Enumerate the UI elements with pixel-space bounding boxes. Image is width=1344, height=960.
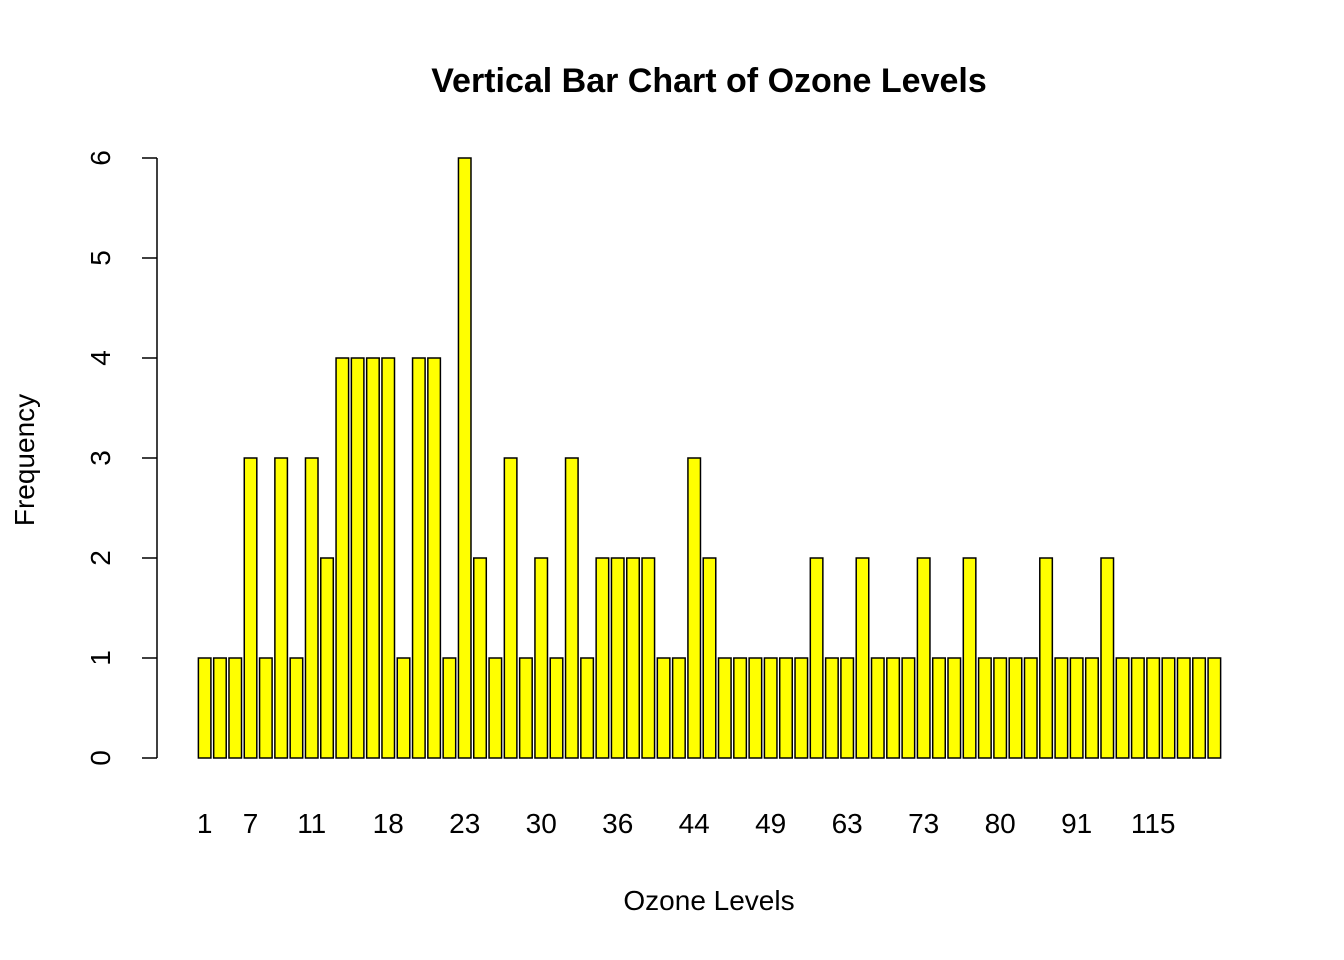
bar	[564, 457, 579, 759]
chart-title: Vertical Bar Chart of Ozone Levels	[431, 62, 987, 100]
y-tick-label: 6	[85, 150, 116, 166]
x-tick-label: 44	[679, 808, 710, 839]
bar	[197, 657, 212, 759]
bar	[748, 657, 763, 759]
x-tick-label: 115	[1131, 808, 1176, 839]
bar	[534, 557, 549, 759]
bar	[1192, 657, 1207, 759]
bar	[1207, 657, 1222, 759]
x-tick-label: 11	[297, 808, 326, 839]
x-tick-label: 80	[985, 808, 1016, 839]
y-tick-label: 1	[85, 650, 116, 666]
bar	[289, 657, 304, 759]
bar	[809, 557, 824, 759]
bar	[274, 457, 289, 759]
bar	[625, 557, 641, 759]
bar	[243, 457, 258, 759]
bar	[641, 557, 656, 759]
y-axis-label: Frequency	[9, 394, 40, 526]
bar	[518, 657, 533, 759]
x-tick-label: 49	[755, 808, 786, 839]
bar	[350, 357, 365, 759]
x-axis-label: Ozone Levels	[623, 885, 794, 916]
bar	[228, 657, 243, 759]
x-tick-labels: 1 7 11 18 23 30 36 44 49 63 73 80 91 115	[197, 808, 1176, 839]
bar	[335, 357, 350, 759]
bar	[610, 557, 625, 759]
bar	[1161, 657, 1176, 759]
bar	[993, 657, 1008, 759]
bar	[916, 557, 931, 759]
bar	[411, 357, 426, 759]
bar	[717, 657, 732, 759]
bar	[1176, 657, 1191, 759]
bar	[258, 657, 273, 759]
x-tick-label: 7	[243, 808, 259, 839]
bar	[320, 557, 335, 759]
x-tick-label: 30	[526, 808, 557, 839]
bar	[886, 657, 901, 759]
bar	[212, 657, 227, 759]
bar	[794, 657, 809, 759]
bar	[671, 657, 686, 759]
bar	[1146, 657, 1161, 759]
bar	[1008, 657, 1023, 759]
x-tick-label: 36	[602, 808, 633, 839]
bar	[824, 657, 839, 759]
bar	[1039, 557, 1054, 759]
bar	[473, 557, 488, 759]
bar	[381, 357, 396, 759]
bar	[1023, 657, 1038, 759]
bar	[1100, 557, 1115, 759]
bar	[947, 657, 962, 759]
x-tick-label: 23	[449, 808, 480, 839]
bar	[1069, 657, 1084, 759]
x-tick-label: 18	[373, 808, 404, 839]
x-tick-label: 63	[832, 808, 863, 839]
bar	[442, 657, 457, 759]
bar	[503, 457, 518, 759]
bar	[931, 657, 947, 759]
bar	[962, 557, 977, 759]
bar	[870, 657, 885, 759]
bar	[580, 657, 595, 759]
bar	[549, 657, 564, 759]
bar	[365, 357, 380, 759]
bar	[687, 457, 702, 759]
bar	[840, 657, 855, 759]
bar	[901, 657, 916, 759]
bar	[1084, 657, 1099, 759]
y-tick-label: 3	[85, 450, 116, 466]
bar	[733, 657, 748, 759]
x-tick-label: 73	[908, 808, 939, 839]
bar	[457, 157, 472, 759]
bar	[656, 657, 671, 759]
y-axis: 0 1 2 3 4 5 6	[85, 150, 158, 766]
y-tick-label: 5	[85, 250, 116, 266]
bar	[304, 457, 319, 759]
bars-group	[197, 157, 1222, 759]
x-tick-label: 1	[197, 808, 213, 839]
bar	[763, 657, 778, 759]
y-tick-label: 4	[85, 350, 116, 366]
bar	[1115, 657, 1130, 759]
bar	[855, 557, 870, 759]
y-tick-label: 2	[85, 550, 116, 566]
bar	[488, 657, 503, 759]
bar	[977, 657, 992, 759]
x-tick-label: 91	[1061, 808, 1092, 839]
bar	[396, 657, 411, 759]
bar	[778, 657, 794, 759]
y-tick-label: 0	[85, 750, 116, 766]
bar	[702, 557, 717, 759]
bar	[595, 557, 610, 759]
bar	[1054, 657, 1069, 759]
bar	[427, 357, 442, 759]
bar	[1130, 657, 1145, 759]
